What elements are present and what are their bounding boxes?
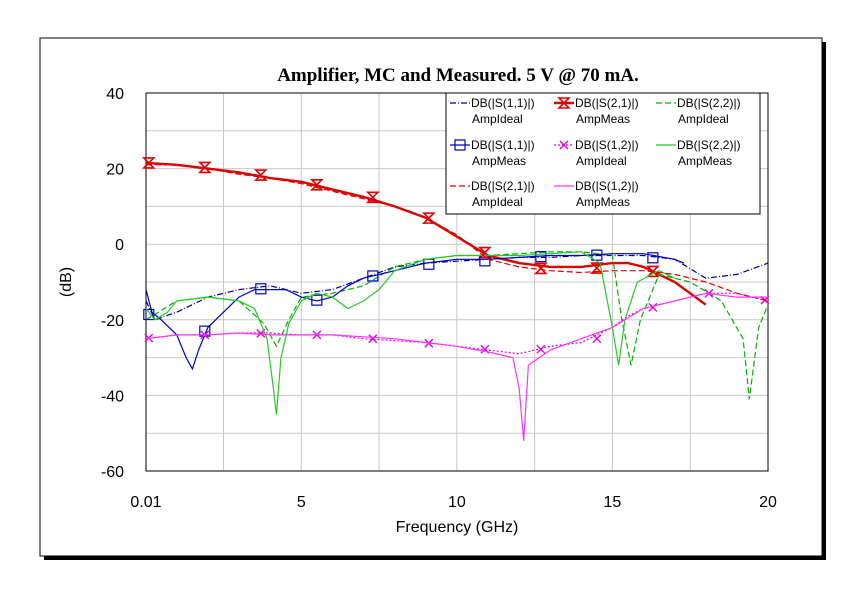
series-marker: [143, 308, 155, 321]
series-marker: [536, 344, 546, 354]
x-axis-label: Frequency (GHz): [396, 519, 519, 536]
legend-source: AmpIdeal: [576, 154, 627, 168]
legend-item: DB(|S(1,2)|) AmpIdeal: [554, 138, 639, 168]
series-marker: [197, 161, 212, 174]
series-marker: [589, 262, 604, 274]
series-6: [145, 251, 675, 415]
legend-item: DB(|S(1,1)|) AmpMeas: [450, 138, 535, 168]
y-tick-label: 0: [115, 237, 124, 254]
series-marker: [367, 270, 379, 282]
y-tick-labels: 40 20 0 -20 -40 -60: [101, 86, 124, 481]
series-line: [146, 164, 769, 302]
x-tick-labels: 0.01 5 10 15 20: [130, 494, 777, 511]
legend-item: DB(|S(1,2)|) AmpMeas: [554, 179, 639, 209]
legend-item: DB(|S(2,2)|) AmpIdeal: [656, 96, 741, 126]
legend-label: DB(|S(1,2)|): [575, 179, 639, 193]
legend-label: DB(|S(2,2)|): [677, 96, 741, 110]
series-4: [143, 249, 685, 371]
series-line: [145, 251, 675, 415]
legend-source: AmpMeas: [472, 154, 526, 168]
x-tick-label: 5: [297, 494, 306, 511]
legend-label: DB(|S(2,1)|): [575, 96, 639, 110]
series-marker: [591, 249, 603, 261]
series-marker: [309, 179, 324, 191]
y-tick-label: -40: [101, 388, 124, 405]
legend-source: AmpIdeal: [472, 112, 523, 126]
legend-source: AmpIdeal: [678, 112, 729, 126]
y-tick-label: 20: [106, 162, 124, 179]
legend-source: AmpMeas: [576, 112, 630, 126]
series-line: [145, 161, 707, 306]
legend-label: DB(|S(1,1)|): [471, 138, 535, 152]
legend: DB(|S(1,1)|)AmpIdealDB(|S(2,1)|)AmpMeasD…: [445, 92, 761, 215]
series-group: [141, 157, 770, 441]
legend-item: DB(|S(2,1)|) AmpIdeal: [450, 179, 535, 209]
x-tick-label: 20: [759, 494, 777, 511]
legend-box: [445, 92, 761, 215]
series-1: [145, 254, 769, 321]
chart-title: Amplifier, MC and Measured. 5 V @ 70 mA.: [277, 65, 639, 86]
series-marker: [557, 97, 571, 109]
series-marker: [592, 334, 602, 344]
series-marker: [454, 139, 466, 151]
y-axis-label: (dB): [58, 267, 75, 297]
legend-source: AmpMeas: [576, 195, 630, 209]
series-marker: [559, 140, 569, 150]
x-tick-label: 10: [448, 494, 466, 511]
series-marker: [368, 334, 378, 344]
series-marker: [311, 294, 323, 306]
series-marker: [535, 251, 547, 263]
y-tick-label: -20: [101, 313, 124, 330]
legend-label: DB(|S(2,2)|): [677, 138, 741, 152]
series-line: [145, 254, 769, 321]
y-tick-label: 40: [106, 86, 124, 103]
series-marker: [255, 283, 267, 295]
legend-item: DB(|S(2,1)|) AmpMeas: [554, 96, 639, 126]
series-7: [146, 164, 769, 302]
x-tick-label: 15: [604, 494, 622, 511]
legend-label: DB(|S(2,1)|): [471, 179, 535, 193]
series-marker: [648, 302, 658, 312]
legend-label: DB(|S(1,2)|): [575, 138, 639, 152]
series-8: [145, 292, 768, 441]
legend-source: AmpMeas: [678, 154, 732, 168]
series-marker: [647, 252, 659, 264]
series-line: [145, 292, 768, 441]
series-line: [145, 253, 685, 371]
legend-item: DB(|S(2,2)|) AmpMeas: [656, 138, 741, 168]
legend-source: AmpIdeal: [472, 195, 523, 209]
series-marker: [199, 325, 211, 337]
legend-label: DB(|S(1,1)|): [471, 96, 535, 110]
legend-item: DB(|S(1,1)|) AmpIdeal: [450, 96, 535, 126]
y-tick-label: -60: [101, 464, 124, 481]
series-marker: [365, 191, 380, 204]
x-tick-label: 0.01: [130, 494, 161, 511]
